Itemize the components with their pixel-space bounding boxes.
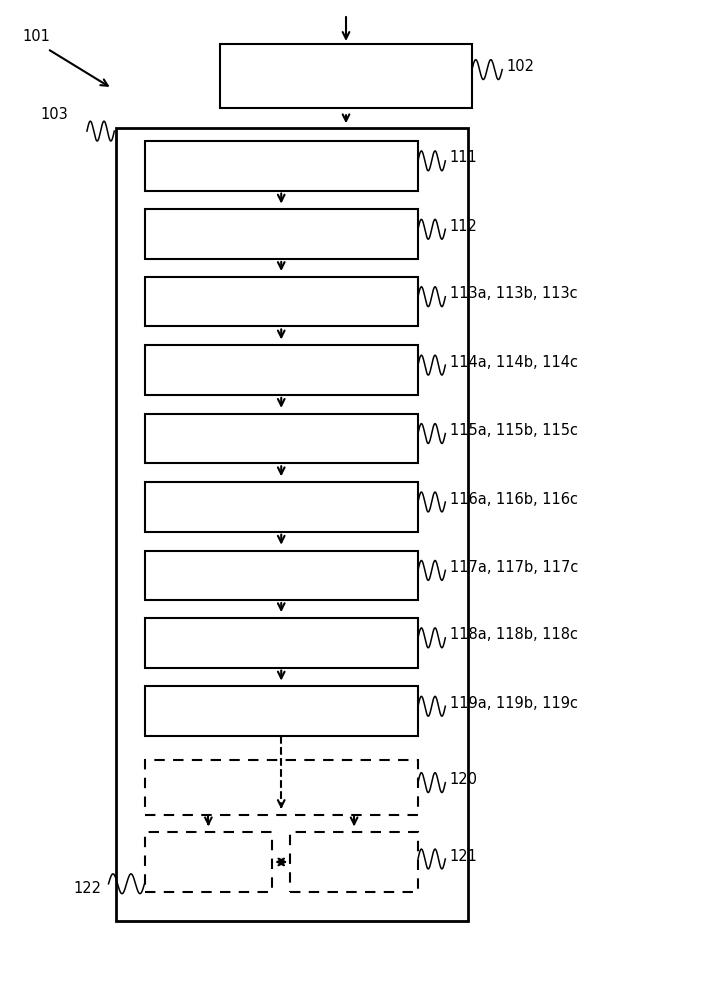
Text: 114a, 114b, 114c: 114a, 114b, 114c [450,355,577,370]
Bar [116,128,468,921]
Bar [144,686,418,736]
Bar [144,551,418,600]
Text: 121: 121 [450,849,478,864]
Text: 118a, 118b, 118c: 118a, 118b, 118c [450,627,577,642]
Text: 102: 102 [507,59,534,74]
Text: 116a, 116b, 116c: 116a, 116b, 116c [450,492,577,507]
Bar [144,482,418,532]
Text: 122: 122 [74,881,101,896]
Bar [144,618,418,668]
Bar [220,44,472,108]
Bar [144,832,272,892]
Bar [144,141,418,191]
Text: 103: 103 [40,107,68,122]
Text: 117a, 117b, 117c: 117a, 117b, 117c [450,560,578,575]
Bar [144,345,418,395]
Bar [144,760,418,815]
Text: 101: 101 [22,29,50,44]
Bar [290,832,418,892]
Bar [144,209,418,259]
Text: 113a, 113b, 113c: 113a, 113b, 113c [450,286,577,301]
Bar [144,277,418,326]
Text: 115a, 115b, 115c: 115a, 115b, 115c [450,423,577,438]
Text: 111: 111 [450,150,478,165]
Text: 120: 120 [450,772,478,787]
Bar [144,414,418,463]
Text: 119a, 119b, 119c: 119a, 119b, 119c [450,696,577,711]
Text: 112: 112 [450,219,478,234]
